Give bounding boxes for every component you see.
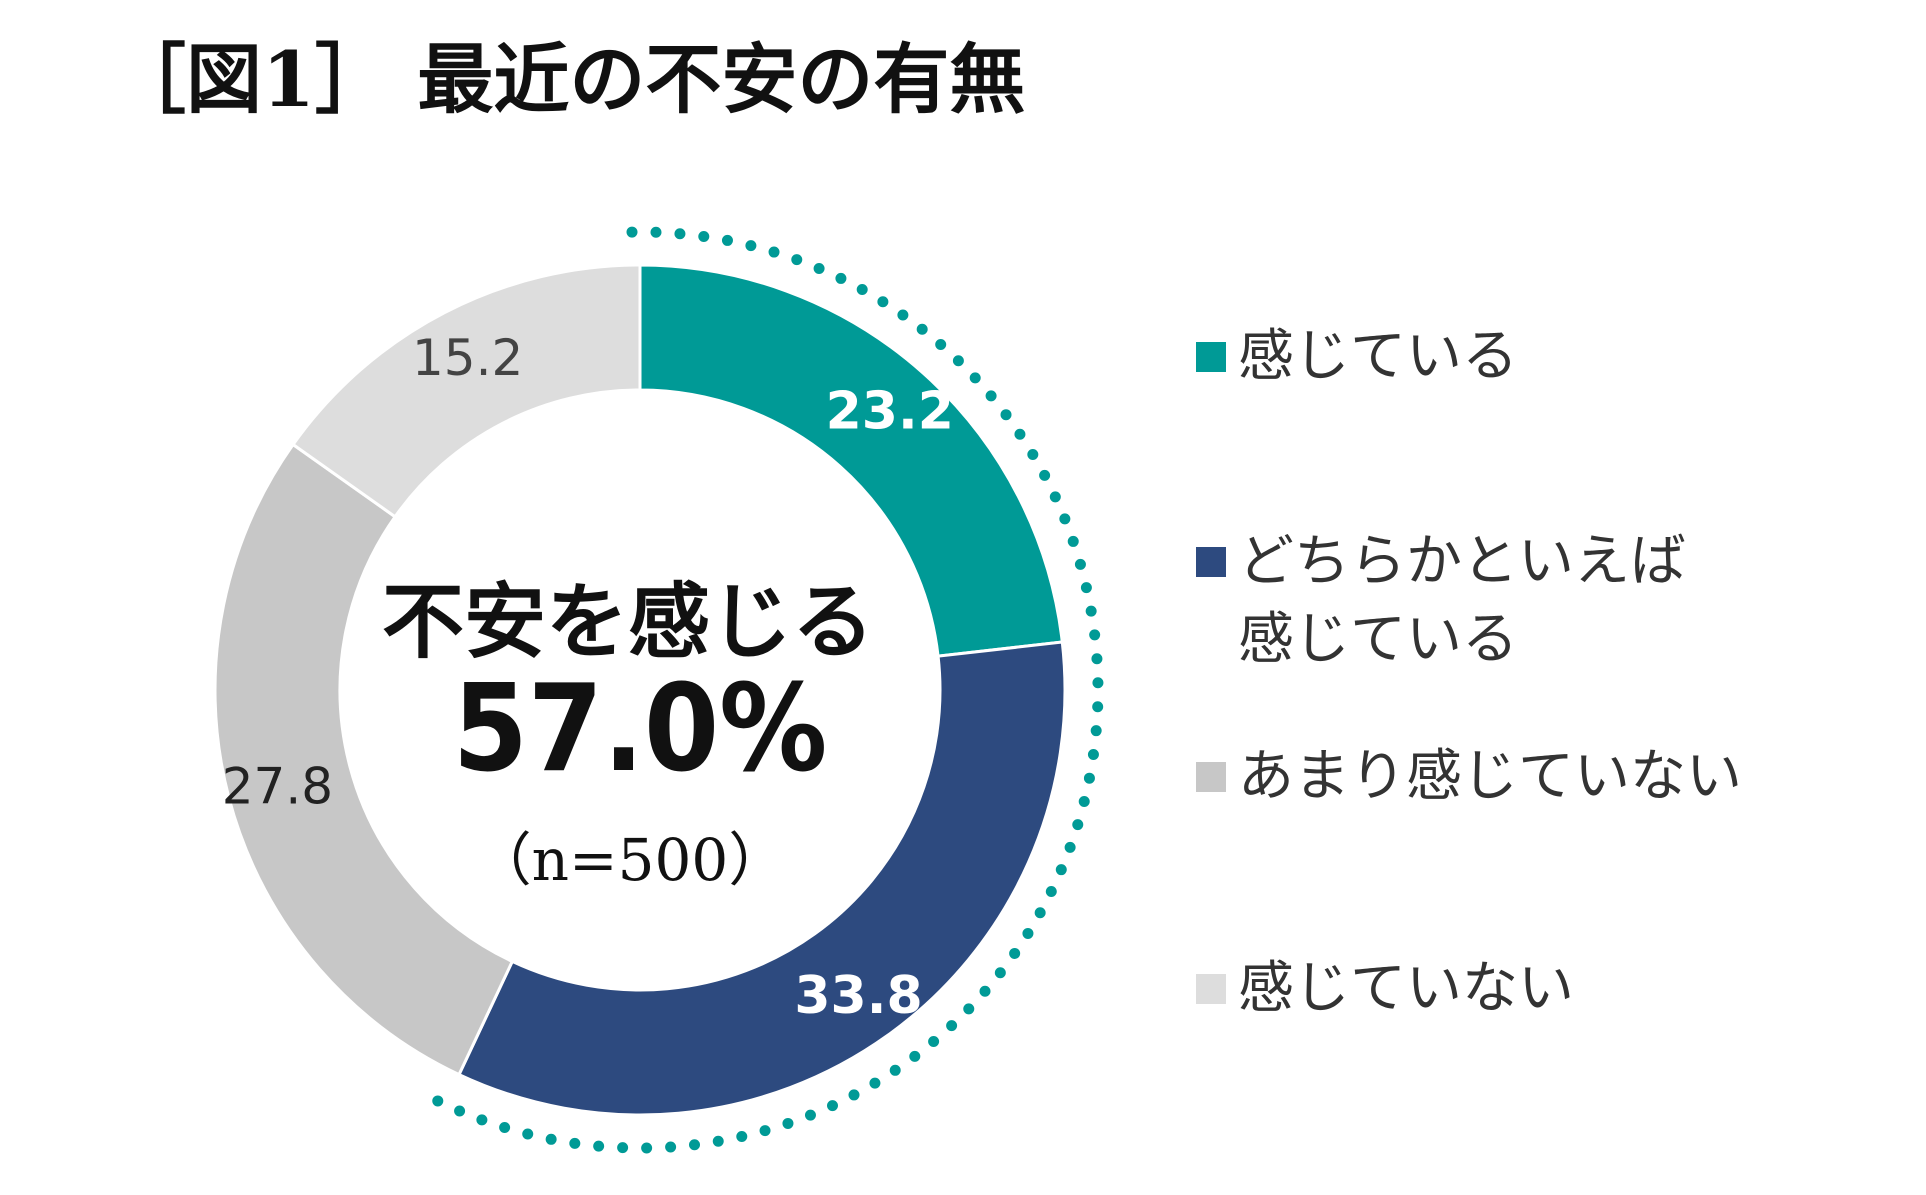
data-label-3: 15.2 <box>412 329 523 387</box>
center-headline: 不安を感じる <box>382 575 874 670</box>
data-label-0: 23.2 <box>826 381 954 441</box>
legend-item-somewhat-feel: どちらかといえば 感じている <box>1196 523 1686 679</box>
legend-label-feel: 感じている <box>1238 324 1518 389</box>
legend-swatch-feel <box>1196 342 1226 372</box>
donut-slice-3 <box>290 263 642 519</box>
data-label-2: 27.8 <box>222 758 333 816</box>
highlight-dotted-arc <box>425 226 1104 1154</box>
center-sample-size: （n=500） <box>474 826 787 894</box>
donut-slice-2 <box>213 442 515 1077</box>
data-label-1: 33.8 <box>794 966 922 1026</box>
donut-slice-1 <box>457 640 1067 1117</box>
legend-swatch-not-feel <box>1196 974 1226 1004</box>
legend: 感じている どちらかといえば 感じている あまり感じていない 感じていない <box>1196 318 1896 1021</box>
legend-label-somewhat-feel: どちらかといえば 感じている <box>1238 529 1686 672</box>
chart-title: ［図1］ 最近の不安の有無 <box>110 35 1026 124</box>
legend-label-not-feel: 感じていない <box>1238 956 1574 1021</box>
legend-swatch-somewhat-feel <box>1196 547 1226 577</box>
donut-slice-0 <box>638 263 1064 658</box>
legend-item-feel: 感じている <box>1196 318 1518 396</box>
legend-label-not-much: あまり感じていない <box>1238 744 1742 809</box>
center-value: 57.0% <box>453 660 828 799</box>
legend-item-not-much: あまり感じていない <box>1196 738 1742 816</box>
legend-swatch-not-much <box>1196 762 1226 792</box>
legend-item-not-feel: 感じていない <box>1196 950 1574 1028</box>
